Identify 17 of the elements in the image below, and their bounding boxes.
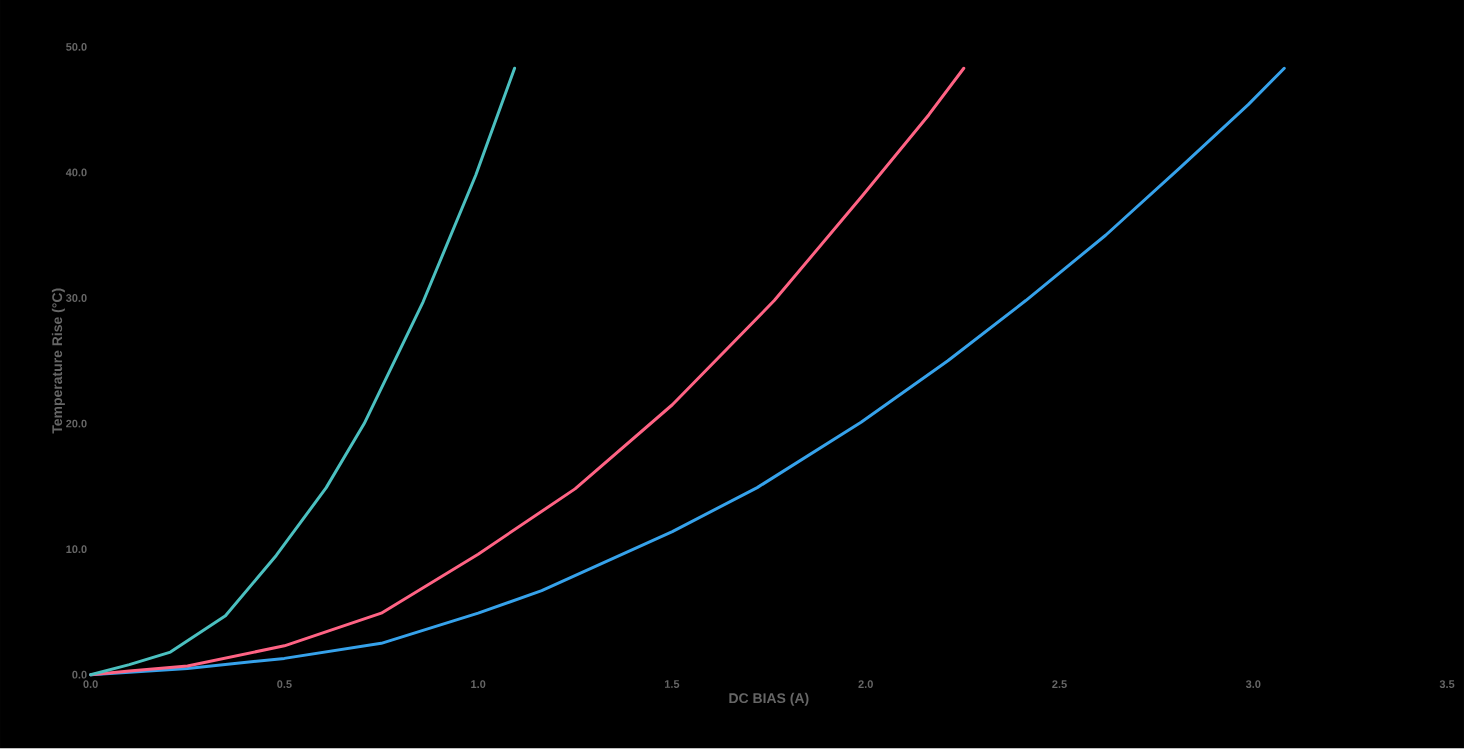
x-tick-label: 0.5 — [277, 680, 292, 689]
x-tick-label: 1.5 — [664, 680, 680, 689]
y-tick-label: 50.0 — [66, 43, 87, 51]
x-tick-label: 3.5 — [1439, 680, 1455, 689]
y-tick-label: 30.0 — [65, 294, 87, 303]
x-tick-label: 1.0 — [471, 680, 486, 689]
x-axis-title: DC BIAS (A) — [729, 693, 809, 707]
line-series — [89, 66, 517, 677]
x-tick-label: 2.5 — [1052, 680, 1067, 689]
y-axis-title: Temperature Rise (°C) — [51, 288, 65, 434]
y-tick-label: 40.0 — [65, 168, 87, 177]
x-tick-label: 2.0 — [858, 680, 873, 689]
y-tick-label: 20.0 — [66, 419, 87, 428]
y-tick-label: 10.0 — [66, 545, 87, 554]
x-tick-label: 3.0 — [1245, 680, 1261, 689]
x-tick-label: 0.0 — [83, 680, 98, 689]
y-tick-label: 0.0 — [72, 671, 87, 679]
